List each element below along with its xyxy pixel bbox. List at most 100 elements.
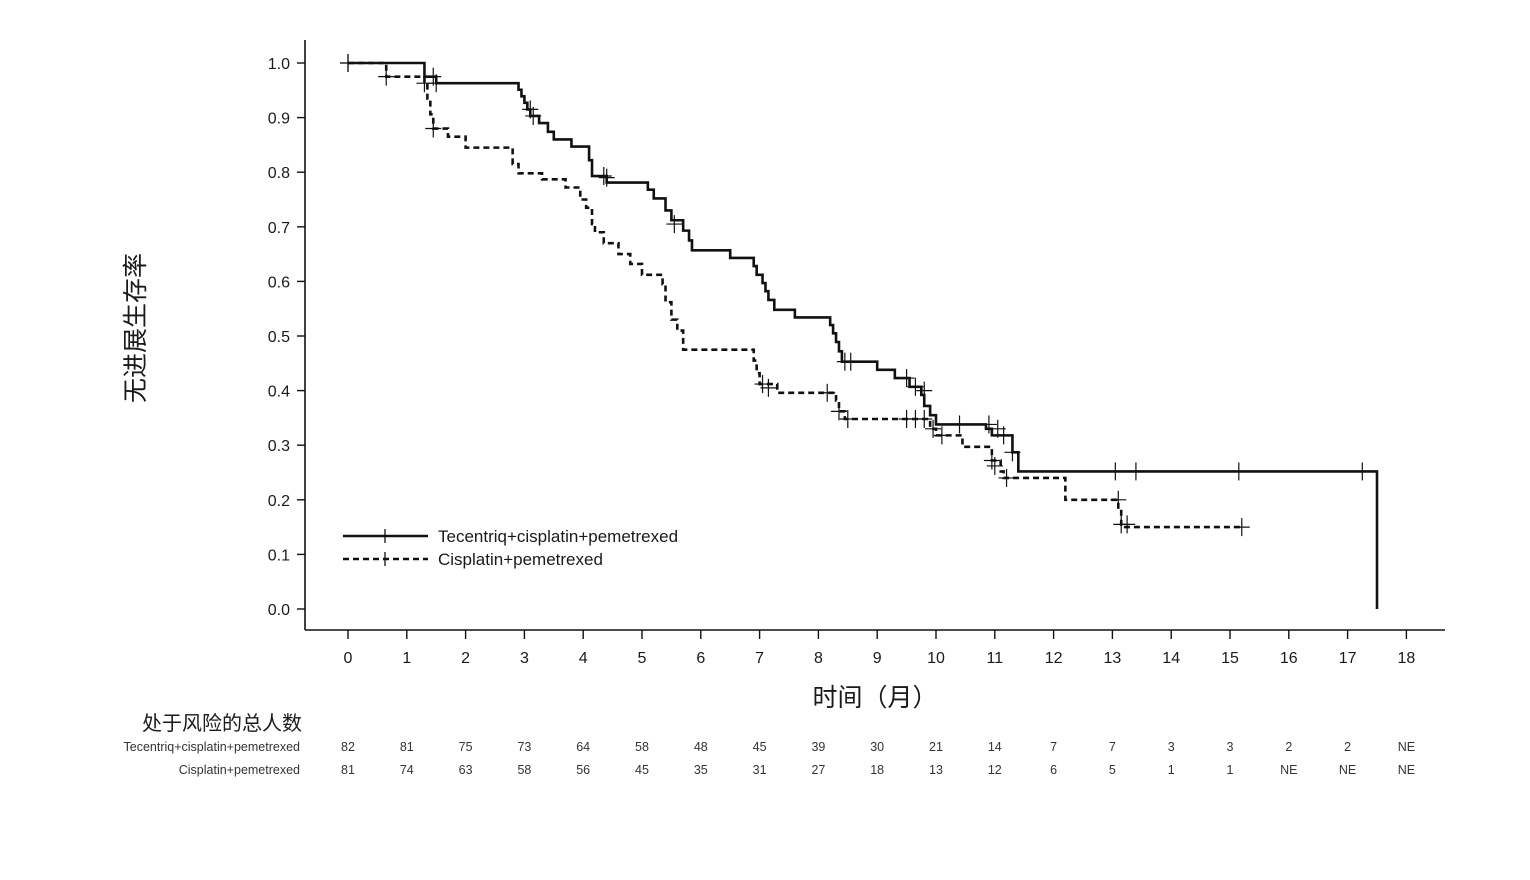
y-tick-label: 0.6 <box>268 274 290 291</box>
series-layer <box>340 54 1379 609</box>
risk-value-tecentriq: NE <box>1398 740 1415 754</box>
risk-value-cisplatin: NE <box>1280 763 1297 777</box>
risk-value-cisplatin: NE <box>1398 763 1415 777</box>
censor-mark <box>416 74 433 93</box>
y-tick-label: 0.9 <box>268 111 290 128</box>
y-axis-title: 无进展生存率 <box>121 253 150 403</box>
y-tick-group: 0.0 0.1 0.2 0.3 0.4 0.5 0.6 0.7 0.8 0.9 1.0 <box>268 56 305 619</box>
x-tick-label: 6 <box>696 650 705 667</box>
x-tick-label: 15 <box>1221 650 1239 667</box>
risk-value-cisplatin: 27 <box>811 763 825 777</box>
censor-mark <box>1119 515 1136 534</box>
y-tick-label: 0.3 <box>268 438 290 455</box>
risk-value-tecentriq: 64 <box>576 740 590 754</box>
x-tick-label: 3 <box>520 650 529 667</box>
y-tick-label: 0.5 <box>268 329 290 346</box>
risk-table-title: 处于风险的总人数 <box>142 711 302 735</box>
curve-cisplatin-pemetrexed <box>348 61 1242 529</box>
y-tick-label: 0.0 <box>268 602 290 619</box>
risk-value-cisplatin: 35 <box>694 763 708 777</box>
censor-mark <box>760 378 777 397</box>
censor-mark <box>830 402 847 421</box>
risk-value-tecentriq: 3 <box>1168 740 1175 754</box>
censor-mark <box>898 369 915 388</box>
x-tick-label: 13 <box>1104 650 1122 667</box>
risk-value-cisplatin: 45 <box>635 763 649 777</box>
risk-value-cisplatin: 13 <box>929 763 943 777</box>
censor-mark <box>1127 462 1144 481</box>
risk-value-cisplatin: 1 <box>1168 763 1175 777</box>
risk-value-tecentriq: 73 <box>517 740 531 754</box>
x-tick-label: 18 <box>1398 650 1416 667</box>
risk-value-cisplatin: 31 <box>753 763 767 777</box>
risk-value-tecentriq: 82 <box>341 740 355 754</box>
y-tick-label: 0.1 <box>268 547 290 564</box>
censor-mark <box>916 409 933 428</box>
censor-mark <box>595 167 612 186</box>
censor-mark <box>995 426 1012 445</box>
x-tick-label: 5 <box>638 650 647 667</box>
risk-value-cisplatin: 56 <box>576 763 590 777</box>
censor-mark <box>666 215 683 234</box>
y-tick-label: 1.0 <box>268 56 290 73</box>
risk-value-tecentriq: 2 <box>1344 740 1351 754</box>
censor-mark <box>1230 462 1247 481</box>
censor-mark <box>525 106 542 125</box>
y-tick-label: 0.2 <box>268 493 290 510</box>
censor-mark <box>842 352 859 371</box>
x-tick-label: 14 <box>1162 650 1180 667</box>
censor-mark <box>598 168 615 187</box>
censor-mark <box>340 54 356 72</box>
x-tick-label: 2 <box>461 650 470 667</box>
censor-mark <box>951 415 968 434</box>
x-tick-label: 11 <box>986 650 1003 667</box>
y-tick-label: 0.8 <box>268 165 290 182</box>
risk-row-label-cisplatin: Cisplatin+pemetrexed <box>179 763 300 777</box>
censor-mark <box>425 119 442 138</box>
risk-value-tecentriq: 7 <box>1050 740 1057 754</box>
x-tick-label: 10 <box>927 650 945 667</box>
risk-value-tecentriq: 14 <box>988 740 1002 754</box>
censor-mark <box>986 456 1003 475</box>
x-tick-label: 9 <box>873 650 882 667</box>
x-tick-label: 12 <box>1045 650 1063 667</box>
risk-value-cisplatin: 74 <box>400 763 414 777</box>
risk-value-cisplatin: 1 <box>1227 763 1234 777</box>
risk-value-tecentriq: 81 <box>400 740 414 754</box>
x-tick-label: 4 <box>579 650 588 667</box>
risk-value-tecentriq: 7 <box>1109 740 1116 754</box>
risk-value-tecentriq: 58 <box>635 740 649 754</box>
x-axis-title: 时间（月） <box>812 683 937 712</box>
censor-mark <box>1110 490 1127 509</box>
x-tick-label: 7 <box>755 650 764 667</box>
censor-mark <box>839 409 856 428</box>
risk-value-cisplatin: 63 <box>459 763 473 777</box>
risk-value-cisplatin: 5 <box>1109 763 1116 777</box>
risk-value-tecentriq: 45 <box>753 740 767 754</box>
risk-value-cisplatin: 6 <box>1050 763 1057 777</box>
censor-mark <box>998 468 1015 487</box>
censor-mark <box>1107 462 1124 481</box>
y-tick-label: 0.7 <box>268 220 290 237</box>
x-tick-label: 16 <box>1280 650 1298 667</box>
y-tick-label: 0.4 <box>268 384 290 401</box>
risk-value-cisplatin: 58 <box>517 763 531 777</box>
risk-value-tecentriq: 3 <box>1227 740 1234 754</box>
risk-value-cisplatin: 12 <box>988 763 1002 777</box>
censor-mark <box>925 419 942 438</box>
censor-mark <box>819 383 836 402</box>
censor-mark <box>1233 518 1250 537</box>
risk-value-cisplatin: NE <box>1339 763 1356 777</box>
risk-value-tecentriq: 48 <box>694 740 708 754</box>
censor-mark <box>933 426 950 445</box>
risk-value-tecentriq: 75 <box>459 740 473 754</box>
censor-mark <box>378 67 395 86</box>
censor-mark <box>1004 443 1021 462</box>
x-tick-label: 8 <box>814 650 823 667</box>
curve-tecentriq-cisplatin-pemetrexed <box>348 61 1379 609</box>
risk-value-cisplatin: 81 <box>341 763 355 777</box>
legend-label-tecentriq: Tecentriq+cisplatin+pemetrexed <box>438 527 678 546</box>
x-tick-group: 0 1 2 3 4 5 6 7 8 9 10 11 12 13 14 15 16 17 18 <box>344 630 1416 667</box>
